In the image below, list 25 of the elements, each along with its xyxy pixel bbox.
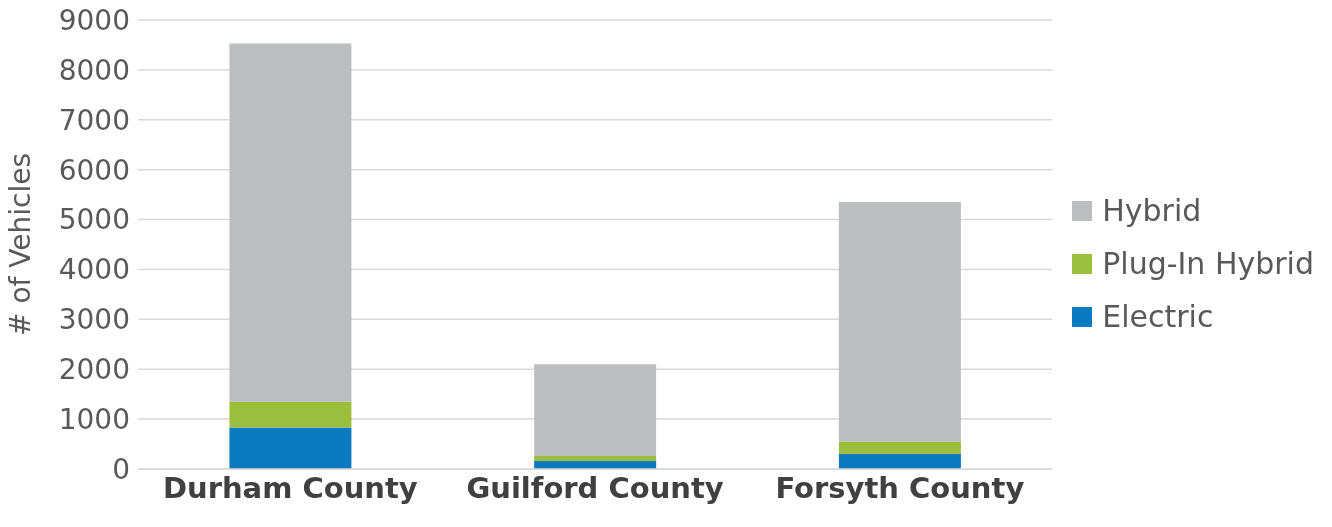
y-tick-label: 5000 <box>58 203 130 237</box>
y-tick-label: 8000 <box>58 53 130 87</box>
legend-label: Hybrid <box>1102 193 1202 228</box>
bar <box>838 441 961 455</box>
x-tick-label: Forsyth County <box>775 470 1025 505</box>
bar <box>229 43 352 402</box>
x-tick-label: Guilford County <box>466 470 724 505</box>
legend-label: Plug-In Hybrid <box>1102 246 1314 281</box>
y-tick-label: 6000 <box>58 153 130 187</box>
y-tick-label: 3000 <box>58 303 130 337</box>
legend-label: Electric <box>1102 299 1214 334</box>
y-tick-label: 1000 <box>58 403 130 437</box>
bar <box>534 364 657 457</box>
y-tick-label: 4000 <box>58 253 130 287</box>
bar <box>229 401 352 428</box>
y-tick-label: 9000 <box>58 3 130 37</box>
y-tick-label: 2000 <box>58 353 130 387</box>
x-tick-label: Durham County <box>162 470 418 505</box>
y-tick-label: 7000 <box>58 103 130 137</box>
bar <box>838 454 961 469</box>
bar <box>838 202 961 442</box>
bar <box>229 427 352 469</box>
bar <box>534 456 657 462</box>
y-tick-label: 0 <box>112 452 130 486</box>
y-axis-title: # of Vehicles <box>3 153 37 336</box>
